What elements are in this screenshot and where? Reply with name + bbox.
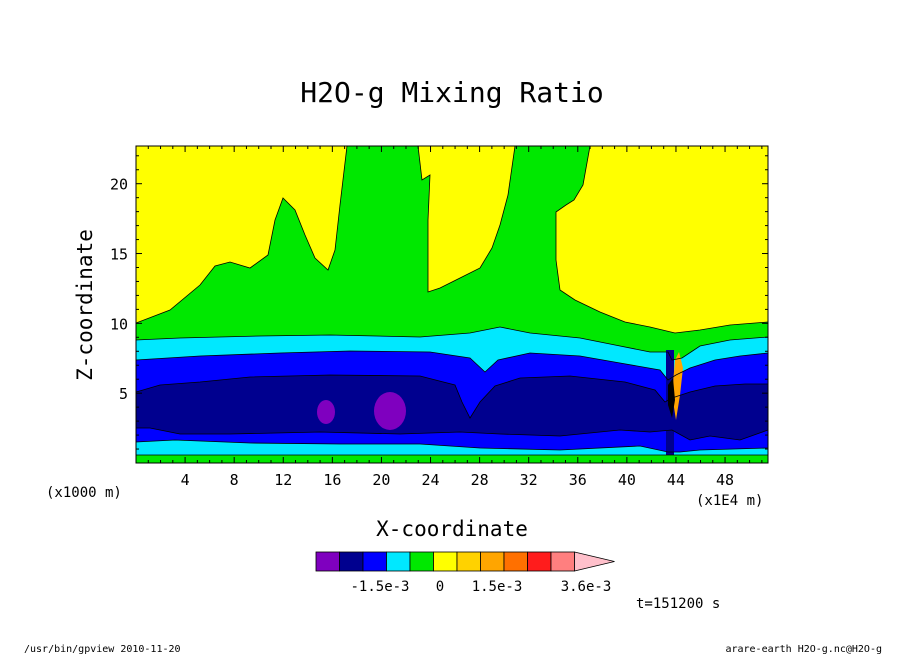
contour-cell-purple-1 xyxy=(317,400,335,424)
x-unit-left: (x1000 m) xyxy=(46,485,122,501)
colorbar-arrow xyxy=(574,551,615,572)
colorbar-tick-label: -1.5e-3 xyxy=(350,579,409,595)
colorbar-cell xyxy=(339,551,364,572)
x-tick-label: 32 xyxy=(520,471,538,489)
plot-frame xyxy=(135,145,769,464)
x-tick-label: 20 xyxy=(372,471,390,489)
time-label: t=151200 s xyxy=(636,596,720,612)
x-tick-label: 48 xyxy=(716,471,734,489)
y-tick-label: 20 xyxy=(110,176,128,194)
x-unit-right: (x1E4 m) xyxy=(696,493,763,509)
colorbar-cell xyxy=(362,551,387,572)
colorbar-cell xyxy=(550,551,575,572)
colorbar-cell xyxy=(456,551,481,572)
contour-lines xyxy=(136,146,768,456)
x-tick-label: 28 xyxy=(471,471,489,489)
y-tick-label: 15 xyxy=(110,246,128,264)
contour-perturbation-warm xyxy=(672,352,683,420)
colorbar: -1.5e-3 0 1.5e-3 3.6e-3 xyxy=(315,551,615,595)
x-axis-label: X-coordinate xyxy=(376,517,528,541)
colorbar-cell xyxy=(480,551,505,572)
x-axis-ticks: 4 8 12 16 20 24 28 32 36 40 44 48 xyxy=(147,146,763,489)
footer-right: arare-earth_H2O-g.nc@H2O-g xyxy=(725,644,882,654)
colorbar-cell xyxy=(386,551,411,572)
x-tick-label: 4 xyxy=(181,471,190,489)
x-tick-label: 40 xyxy=(618,471,636,489)
colorbar-cells xyxy=(315,551,615,572)
colorbar-cell xyxy=(409,551,434,572)
colorbar-cell xyxy=(315,551,340,572)
y-tick-label: 5 xyxy=(119,385,128,403)
contour-field xyxy=(136,146,768,463)
contour-band-darkblue xyxy=(136,375,768,440)
footer-left: /usr/bin/gpview 2010-11-20 xyxy=(24,644,181,654)
colorbar-tick-label: 1.5e-3 xyxy=(472,579,523,595)
colorbar-labels: -1.5e-3 0 1.5e-3 3.6e-3 xyxy=(350,579,611,595)
y-tick-label: 10 xyxy=(110,315,128,333)
colorbar-cell xyxy=(527,551,552,572)
x-tick-label: 36 xyxy=(569,471,587,489)
y-axis-ticks: 5 10 15 20 xyxy=(110,155,768,450)
colorbar-cell xyxy=(503,551,528,572)
chart-title: H2O-g Mixing Ratio xyxy=(300,76,603,109)
colorbar-tick-label: 0 xyxy=(436,579,444,595)
colorbar-cell xyxy=(433,551,458,572)
x-tick-label: 12 xyxy=(274,471,292,489)
contour-cell-purple-2 xyxy=(374,392,406,430)
x-tick-label: 24 xyxy=(421,471,439,489)
x-tick-label: 44 xyxy=(667,471,685,489)
colorbar-tick-label: 3.6e-3 xyxy=(561,579,612,595)
y-axis-label: Z-coordinate xyxy=(73,229,97,381)
x-tick-label: 16 xyxy=(323,471,341,489)
x-tick-label: 8 xyxy=(230,471,239,489)
